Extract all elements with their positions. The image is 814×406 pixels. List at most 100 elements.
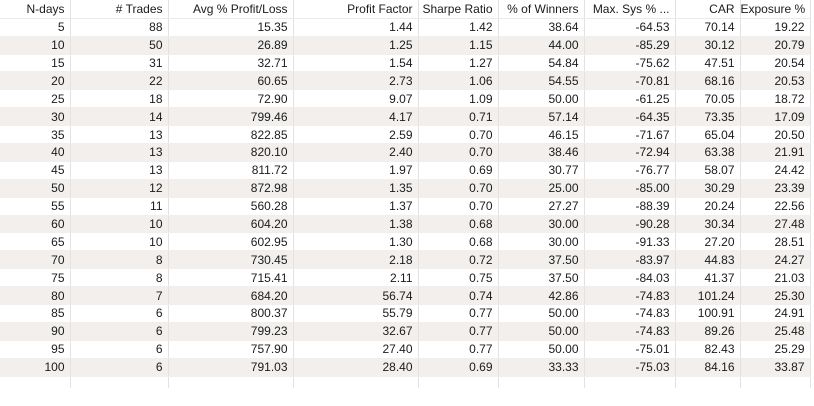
cell[interactable]: 811.72 (168, 161, 294, 180)
cell[interactable]: 80 (0, 286, 71, 306)
cell[interactable]: 20.50 (740, 125, 811, 145)
cell[interactable]: 2.11 (293, 268, 419, 288)
cell[interactable]: 799.23 (168, 322, 294, 341)
column-header-max-sys-drawdown[interactable]: Max. Sys % ... (584, 0, 676, 19)
cell[interactable]: 50.00 (498, 89, 585, 109)
cell[interactable]: 20.79 (740, 36, 811, 55)
cell[interactable]: 1.54 (293, 54, 419, 73)
cell[interactable]: -88.39 (584, 197, 676, 216)
cell[interactable]: 60.65 (168, 71, 294, 91)
cell[interactable]: 28.51 (740, 232, 811, 252)
cell[interactable]: 46.15 (498, 125, 585, 145)
cell[interactable]: 37.50 (498, 250, 585, 270)
cell[interactable]: 35 (0, 125, 71, 145)
cell[interactable]: 70.14 (675, 18, 741, 37)
cell[interactable]: 13 (70, 161, 169, 180)
cell[interactable]: 28.40 (293, 358, 419, 377)
cell[interactable]: 27.20 (675, 232, 741, 252)
cell[interactable]: 30.77 (498, 161, 585, 180)
cell[interactable]: 2.59 (293, 125, 419, 145)
cell[interactable]: 14 (70, 107, 169, 127)
table-row[interactable]: 80 7 684.20 56.74 0.74 42.86 -74.83 101.24 25.30 (0, 286, 811, 306)
cell[interactable]: 89.26 (675, 322, 741, 341)
cell[interactable]: 0.69 (418, 161, 499, 180)
column-header-exposure[interactable]: Exposure % (740, 0, 811, 19)
cell[interactable]: 2.40 (293, 143, 419, 162)
cell[interactable]: 24.91 (740, 304, 811, 323)
cell[interactable]: 20.24 (675, 197, 741, 216)
cell[interactable]: 10 (70, 215, 169, 234)
cell[interactable]: 31 (70, 54, 169, 73)
cell[interactable]: -71.67 (584, 125, 676, 145)
cell[interactable]: 54.84 (498, 54, 585, 73)
table-row[interactable]: 95 6 757.90 27.40 0.77 50.00 -75.01 82.43 25.29 (0, 340, 811, 359)
cell[interactable]: -83.97 (584, 250, 676, 270)
cell[interactable]: 32.71 (168, 54, 294, 73)
table-row[interactable]: 100 6 791.03 28.40 0.69 33.33 -75.03 84.16 33.87 (0, 358, 811, 377)
cell[interactable]: 37.50 (498, 268, 585, 288)
cell[interactable]: 6 (70, 340, 169, 359)
cell[interactable]: 41.37 (675, 268, 741, 288)
cell[interactable]: 70 (0, 250, 71, 270)
cell[interactable]: 4.17 (293, 107, 419, 127)
cell[interactable]: 13 (70, 143, 169, 162)
cell[interactable]: 1.06 (418, 71, 499, 91)
cell[interactable]: 33.33 (498, 358, 585, 377)
table-row[interactable]: 55 11 560.28 1.37 0.70 27.27 -88.39 20.24 22.56 (0, 197, 811, 216)
cell[interactable]: 8 (70, 268, 169, 288)
cell[interactable]: 65.04 (675, 125, 741, 145)
cell[interactable]: -74.83 (584, 322, 676, 341)
cell[interactable]: 17.09 (740, 107, 811, 127)
column-header-n-days[interactable]: N-days (0, 0, 71, 19)
cell[interactable]: 1.15 (418, 36, 499, 55)
cell[interactable]: 602.95 (168, 232, 294, 252)
cell[interactable]: 30.00 (498, 232, 585, 252)
cell[interactable]: 24.27 (740, 250, 811, 270)
cell[interactable]: 1.42 (418, 18, 499, 37)
cell[interactable]: 1.27 (418, 54, 499, 73)
cell[interactable]: 30.34 (675, 215, 741, 234)
cell[interactable]: 84.16 (675, 358, 741, 377)
cell[interactable]: 25.29 (740, 340, 811, 359)
cell[interactable]: -72.94 (584, 143, 676, 162)
cell[interactable]: 65 (0, 232, 71, 252)
cell[interactable]: 24.42 (740, 161, 811, 180)
cell[interactable]: -75.03 (584, 358, 676, 377)
cell[interactable]: 40 (0, 143, 71, 162)
cell[interactable]: 0.77 (418, 322, 499, 341)
cell[interactable]: 604.20 (168, 215, 294, 234)
table-row[interactable]: 20 22 60.65 2.73 1.06 54.55 -70.81 68.16 20.53 (0, 71, 811, 91)
cell[interactable]: 32.67 (293, 322, 419, 341)
table-row[interactable]: 35 13 822.85 2.59 0.70 46.15 -71.67 65.04 20.50 (0, 125, 811, 145)
table-row[interactable]: 45 13 811.72 1.97 0.69 30.77 -76.77 58.07 24.42 (0, 161, 811, 180)
table-row[interactable]: 90 6 799.23 32.67 0.77 50.00 -74.83 89.26 25.48 (0, 322, 811, 341)
table-row[interactable]: 5 88 15.35 1.44 1.42 38.64 -64.53 70.14 19.22 (0, 18, 811, 37)
cell[interactable]: 55 (0, 197, 71, 216)
column-header-num-trades[interactable]: # Trades (70, 0, 169, 19)
cell[interactable]: -84.03 (584, 268, 676, 288)
cell[interactable]: 0.75 (418, 268, 499, 288)
cell[interactable]: 0.70 (418, 125, 499, 145)
table-row[interactable]: 70 8 730.45 2.18 0.72 37.50 -83.97 44.83 24.27 (0, 250, 811, 270)
cell[interactable]: 56.74 (293, 286, 419, 306)
table-row[interactable]: 60 10 604.20 1.38 0.68 30.00 -90.28 30.34 27.48 (0, 215, 811, 234)
table-row[interactable]: 75 8 715.41 2.11 0.75 37.50 -84.03 41.37 21.03 (0, 268, 811, 288)
cell[interactable]: 0.68 (418, 215, 499, 234)
cell[interactable]: -75.62 (584, 54, 676, 73)
cell[interactable]: 5 (0, 18, 71, 37)
table-row[interactable]: 85 6 800.37 55.79 0.77 50.00 -74.83 100.91 24.91 (0, 304, 811, 323)
cell[interactable]: 6 (70, 304, 169, 323)
table-row[interactable]: 40 13 820.10 2.40 0.70 38.46 -72.94 63.38 21.91 (0, 143, 811, 162)
cell[interactable]: 27.27 (498, 197, 585, 216)
cell[interactable]: 0.70 (418, 197, 499, 216)
cell[interactable]: 20.53 (740, 71, 811, 91)
cell[interactable]: 42.86 (498, 286, 585, 306)
cell[interactable]: 38.64 (498, 18, 585, 37)
cell[interactable]: 26.89 (168, 36, 294, 55)
cell[interactable]: 10 (70, 232, 169, 252)
table-row[interactable]: 25 18 72.90 9.07 1.09 50.00 -61.25 70.05 18.72 (0, 89, 811, 109)
cell[interactable]: 50 (70, 36, 169, 55)
cell[interactable]: 60 (0, 215, 71, 234)
cell[interactable]: 38.46 (498, 143, 585, 162)
cell[interactable]: 100 (0, 358, 71, 377)
